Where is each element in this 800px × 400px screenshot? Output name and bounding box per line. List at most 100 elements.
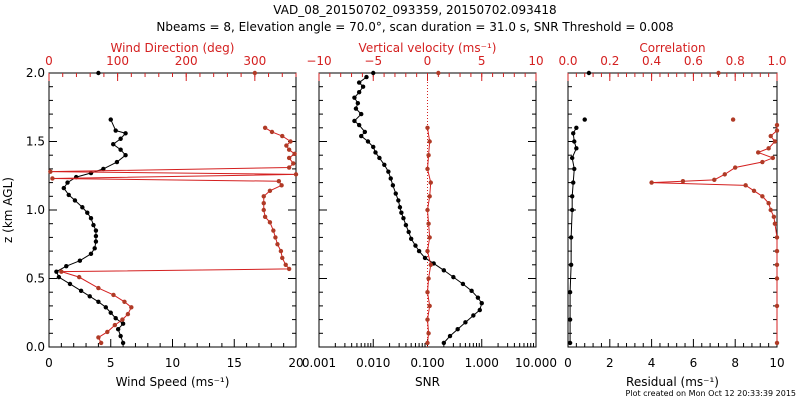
snr-point — [399, 210, 404, 215]
vertical-velocity-point — [426, 331, 431, 336]
wind-speed-point — [123, 131, 128, 136]
correlation-point — [733, 165, 738, 170]
top-x-tick-label: 1.0 — [767, 54, 786, 68]
correlation-point — [774, 122, 780, 128]
snr-point — [393, 191, 398, 196]
wind-direction-point — [284, 143, 289, 148]
correlation-point — [772, 221, 778, 226]
wind-direction-point — [261, 207, 266, 213]
snr-point — [390, 183, 396, 188]
wind-speed-point — [115, 326, 121, 332]
wind-direction-point — [122, 299, 127, 304]
correlation-point — [743, 183, 748, 188]
snr-point — [359, 111, 364, 117]
snr-point — [382, 162, 387, 167]
snr-point — [447, 333, 453, 339]
x-tick-label: 10 — [769, 356, 784, 370]
wind-direction-point — [262, 125, 268, 130]
correlation-point — [774, 128, 780, 133]
wind-speed-point — [123, 153, 128, 158]
vertical-velocity-point — [426, 221, 431, 226]
top-x-tick-label: 0.4 — [642, 54, 661, 68]
correlation-point — [768, 207, 773, 213]
correlation-point — [770, 155, 776, 161]
vertical-velocity-point — [436, 70, 441, 76]
x-tick-label: 10 — [165, 356, 180, 370]
snr-point — [413, 243, 418, 248]
wind-speed-point — [93, 228, 99, 233]
wind-speed-point — [114, 159, 120, 165]
wind-direction-point — [286, 147, 292, 152]
snr-point — [403, 222, 409, 228]
snr-point — [441, 268, 447, 273]
snr-panel: 0.001 0.010 0.100 1.000 10.000 −10 −5 0 5 10 SNR Ve… — [302, 41, 557, 389]
wind-speed-point — [120, 340, 126, 346]
wind-direction-point — [275, 242, 280, 247]
wind-speed-point — [108, 310, 113, 315]
y-tick-label: 2.0 — [26, 66, 45, 80]
x-tick-label: 8 — [731, 356, 739, 370]
wind-direction-point — [59, 269, 64, 274]
snr-point — [397, 205, 403, 210]
correlation-line — [651, 125, 778, 343]
top-x-axis-label: Vertical velocity (ms⁻¹) — [359, 41, 497, 55]
snr-point — [371, 70, 376, 76]
wind-speed-point — [65, 180, 70, 185]
snr-point — [422, 255, 428, 261]
y-tick-label: 0.0 — [26, 340, 45, 354]
wind-direction-point — [269, 129, 275, 135]
top-x-axis-label: Correlation — [639, 41, 705, 55]
correlation-point — [751, 188, 757, 194]
snr-point — [463, 320, 468, 325]
correlation-point — [774, 340, 780, 346]
wind-direction-point — [291, 161, 296, 166]
correlation-point — [730, 117, 736, 122]
wind-direction-point — [98, 340, 104, 346]
wind-speed-point — [113, 128, 118, 133]
x-axis-label: SNR — [415, 375, 440, 389]
wind-direction-point — [262, 214, 268, 220]
vertical-velocity-point — [428, 262, 433, 267]
x-tick-label: 5 — [107, 356, 115, 370]
y-tick-label: 0.5 — [26, 272, 45, 286]
top-x-tick-label: 300 — [243, 54, 266, 68]
correlation-point — [760, 194, 765, 199]
wind-speed-point — [111, 142, 116, 147]
wind-direction-point — [286, 165, 292, 170]
snr-point — [475, 295, 481, 300]
correlation-point — [771, 214, 777, 220]
snr-point — [388, 176, 393, 181]
top-x-tick-label: 0 — [424, 54, 432, 68]
wind-speed-point — [103, 305, 109, 310]
wind-direction-point — [271, 228, 276, 233]
x-tick-label: 1.000 — [465, 356, 499, 370]
snr-point — [477, 307, 482, 313]
wind-direction-point — [292, 151, 297, 157]
snr-point — [416, 248, 422, 254]
wind-direction-point — [125, 311, 131, 317]
vertical-velocity-point — [427, 139, 432, 144]
wind-direction-point — [280, 255, 285, 261]
x-tick-label: 4 — [648, 356, 656, 370]
correlation-point — [766, 200, 771, 206]
top-x-tick-label: −5 — [364, 54, 382, 68]
wind-speed-point — [118, 136, 123, 141]
wind-speed-point — [96, 299, 101, 304]
wind-direction-point — [120, 317, 125, 322]
residual-point — [567, 317, 573, 322]
plot-created-footer: Plot created on Mon Oct 12 20:33:39 2015 — [626, 389, 796, 398]
wind-speed-line — [55, 119, 127, 344]
vertical-velocity-point — [428, 180, 433, 185]
snr-point — [362, 129, 368, 135]
wind-speed-point — [85, 210, 90, 215]
vertical-velocity-point — [426, 153, 431, 158]
snr-point — [356, 122, 362, 128]
correlation-point — [716, 70, 721, 76]
plot-frame — [48, 72, 297, 348]
vertical-velocity-point — [427, 303, 432, 309]
snr-point — [479, 300, 484, 306]
wind-direction-point — [286, 266, 292, 272]
plot-frame — [567, 72, 778, 348]
snr-point — [401, 216, 406, 221]
